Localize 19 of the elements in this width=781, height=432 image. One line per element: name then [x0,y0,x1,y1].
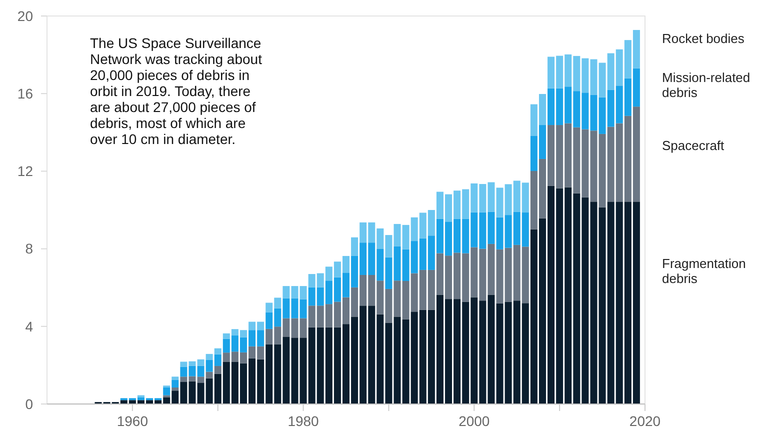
series-label: Rocket bodies [662,31,745,46]
y-tick-label: 4 [25,318,34,334]
y-tick-label: 12 [17,163,34,180]
x-tick-label: 1980 [288,413,320,429]
y-tick-label: 20 [17,8,34,24]
x-tick-label: 2000 [458,413,490,429]
y-tick-label: 8 [25,240,34,257]
bar [172,388,179,391]
bar [163,388,170,396]
bar [172,376,179,380]
series-label: Mission-related debris [662,70,750,100]
series-label: Spacecraft [662,138,725,153]
x-tick-label: 2020 [629,413,661,429]
series-label: Fragmentation debris [662,256,746,286]
x-tick-label: 1960 [116,413,148,429]
y-tick-label: 0 [25,396,34,412]
y-tick-label: 16 [17,86,34,102]
annotation: The US Space Surveillance Network was tracking about 20,000 pieces of debris in orbit in 2019. Today, there are about 27,000 pieces of debris, most of which are over 10 cm in diameter. [90,35,262,147]
bar [172,380,179,388]
